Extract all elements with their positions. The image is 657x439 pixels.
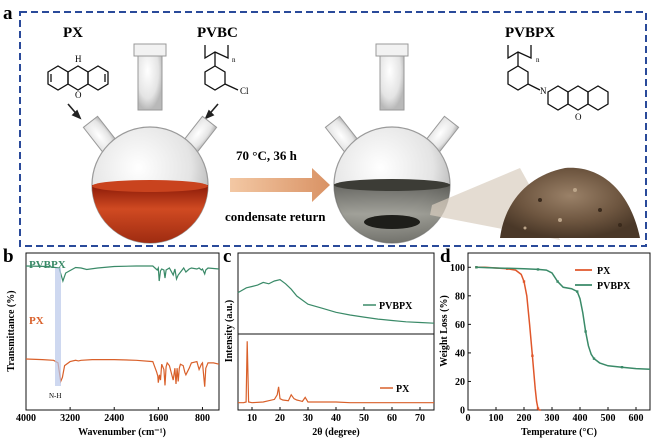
tga-point	[536, 407, 540, 410]
panel-a: a PX H O PVBC n Cl	[3, 3, 647, 247]
pvbpx-powder	[500, 167, 640, 238]
x-tick-label: 10	[247, 413, 257, 424]
x-tick-label: 0	[466, 413, 471, 424]
px-title: PX	[63, 25, 83, 41]
pvbpx-structure	[507, 45, 609, 111]
pvbc-n-label: n	[232, 56, 236, 64]
panel-d-ylabel: Weight Loss (%)	[439, 295, 450, 367]
x-tick-label: 2400	[104, 413, 124, 424]
x-tick-label: 400	[573, 413, 588, 424]
x-tick-label: 800	[195, 413, 210, 424]
panel-c-label: c	[223, 246, 231, 267]
panel-c-xlabel: 2θ (degree)	[312, 427, 360, 438]
reaction-conditions: 70 °C, 36 h	[236, 148, 298, 163]
tga-point	[584, 330, 587, 333]
panel-c: c 10 20 30 40 50 60 70 PVBPX PX 2θ (degree) In…	[223, 246, 435, 438]
svg-text:PX: PX	[597, 266, 611, 277]
x-tick-label: 1600	[148, 413, 168, 424]
pvbpx-n-label: N	[540, 86, 547, 96]
svg-text:PVBPX: PVBPX	[379, 301, 413, 312]
y-tick-label: 60	[455, 320, 465, 331]
panel-c-legend-pvbpx: PVBPX	[363, 301, 413, 312]
tga-point	[620, 365, 624, 369]
panel-a-dashed-frame	[19, 11, 647, 247]
pvbpx-title: PVBPX	[505, 25, 555, 41]
x-tick-label: 70	[415, 413, 425, 424]
y-tick-label: 80	[455, 291, 465, 302]
reaction-arrow	[230, 168, 330, 202]
panel-d-legend-pvbpx: PVBPX	[575, 281, 631, 292]
ftir-line-px	[25, 358, 220, 387]
panel-c-plot	[237, 279, 435, 404]
x-tick-label: 300	[545, 413, 560, 424]
xrd-line-pvbpx	[237, 279, 435, 324]
x-tick-label: 30	[303, 413, 313, 424]
y-tick-label: 100	[450, 263, 465, 274]
panel-d-ticks: 0 100 200 300 400 500 600 0 20 40 60 80 100	[450, 263, 644, 424]
panel-d-plot	[475, 266, 651, 411]
svg-text:PVBPX: PVBPX	[597, 281, 631, 292]
panel-d-label: d	[440, 246, 451, 267]
x-tick-label: 4000	[16, 413, 36, 424]
panel-b-legend-px: PX	[29, 315, 44, 327]
x-tick-label: 500	[601, 413, 616, 424]
px-o-label: O	[75, 90, 82, 100]
reaction-process: condensate return	[225, 209, 326, 224]
panel-d-frame	[467, 252, 651, 411]
panel-c-x-ticks: 10 20 30 40 50 60 70	[247, 407, 425, 424]
panel-b-ylabel: Transmittance (%)	[6, 290, 17, 371]
x-tick-label: 20	[275, 413, 285, 424]
panel-b-frame	[25, 252, 220, 411]
x-tick-label: 60	[387, 413, 397, 424]
add-arrow-right	[204, 103, 219, 120]
panel-c-legend-px: PX	[380, 384, 410, 395]
tga-point	[536, 268, 540, 271]
panel-d: d 0 100 200 300 400 500 600 0 20 40 60 80 100 PX PVB…	[439, 246, 651, 438]
x-tick-label: 600	[629, 413, 644, 424]
x-tick-label: 200	[517, 413, 532, 424]
y-tick-label: 20	[455, 377, 465, 388]
x-tick-label: 100	[489, 413, 504, 424]
panel-d-legend-px: PX	[575, 266, 611, 277]
panel-b-label: b	[3, 246, 14, 267]
tga-point	[522, 280, 526, 283]
panel-b-plot	[25, 265, 220, 387]
tga-line-pvbpx	[476, 266, 651, 371]
panel-b-x-ticks: 4000 3200 2400 1600 800	[16, 407, 210, 424]
px-nh-label: H	[75, 54, 82, 64]
flask-reaction	[82, 43, 218, 244]
ftir-line-pvbpx	[25, 265, 220, 283]
panel-b-xlabel: Wavenumber (cm⁻¹)	[78, 427, 166, 438]
panel-c-ylabel: Intensity (a.u.)	[224, 300, 235, 363]
panel-b: b 4000 3200 2400 1600 800 N-H PVBPX PX Waven…	[3, 246, 220, 438]
tga-point	[531, 354, 534, 357]
panel-a-label: a	[3, 3, 13, 24]
x-tick-label: 3200	[60, 413, 80, 424]
y-tick-label: 40	[455, 348, 465, 359]
tga-line-px	[476, 266, 541, 411]
x-tick-label: 50	[359, 413, 369, 424]
add-arrow-left	[67, 103, 82, 120]
pvbc-cl-label: Cl	[240, 86, 249, 96]
px-structure	[47, 65, 109, 91]
pvbpx-n-sub: n	[536, 56, 540, 64]
nh-annotation: N-H	[49, 392, 61, 400]
svg-text:PX: PX	[396, 384, 410, 395]
pvbc-title: PVBC	[197, 25, 238, 41]
tga-point	[475, 266, 478, 269]
pvbc-structure	[204, 45, 239, 91]
x-tick-label: 40	[331, 413, 341, 424]
nh-highlight-band	[55, 268, 61, 386]
xrd-line-px	[238, 341, 434, 404]
y-tick-label: 0	[460, 406, 465, 417]
panel-b-legend-pvbpx: PVBPX	[29, 259, 66, 271]
tga-point	[592, 357, 596, 360]
panel-d-xlabel: Temperature (°C)	[521, 427, 597, 438]
pvbpx-o-label: O	[575, 112, 582, 122]
tga-point	[556, 280, 559, 283]
tga-point	[576, 290, 579, 293]
